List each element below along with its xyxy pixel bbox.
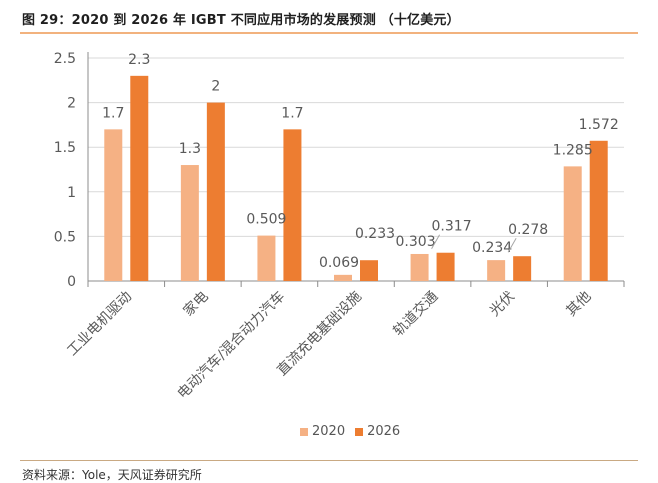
data-label-2026: 0.317	[432, 219, 472, 235]
y-tick-label: 0	[67, 274, 76, 290]
data-label-2026: 1.572	[579, 117, 619, 133]
figure-title: 图 29：2020 到 2026 年 IGBT 不同应用市场的发展预测 （十亿美…	[22, 13, 460, 28]
bar-2020	[257, 235, 276, 281]
data-label-2020: 0.509	[246, 212, 286, 228]
bar-2020	[180, 165, 199, 281]
x-tick-label: 光伏	[487, 289, 518, 320]
data-label-2026: 2.3	[128, 52, 150, 68]
label-leader-line	[507, 237, 517, 253]
data-label-2020: 1.7	[102, 105, 124, 121]
data-label-2020: 1.285	[553, 142, 593, 158]
x-tick-label: 工业电机驱动	[64, 289, 135, 360]
bar-2020	[487, 260, 506, 281]
y-tick-label: 2	[67, 96, 76, 112]
bar-2026	[283, 129, 302, 281]
x-tick-label: 轨道交通	[390, 288, 442, 340]
y-tick-label: 1	[67, 185, 76, 201]
data-label-2026: 2	[211, 79, 220, 95]
bar-2026	[513, 256, 532, 281]
label-leader-line	[431, 234, 441, 249]
y-tick-label: 1.5	[54, 140, 76, 156]
data-label-2020: 0.234	[472, 240, 512, 256]
data-label-2020: 1.3	[179, 141, 201, 157]
data-label-2020: 0.069	[319, 255, 359, 271]
chart-legend: 2020 2026	[300, 424, 410, 439]
bar-2020	[104, 129, 123, 281]
legend-label-2020: 2020	[312, 424, 346, 439]
bar-2020	[334, 274, 352, 281]
x-tick-label: 其他	[563, 289, 594, 320]
data-label-2026: 0.278	[508, 222, 548, 238]
bar-2026	[206, 102, 225, 281]
bar-2020	[410, 253, 429, 281]
bar-2026	[130, 75, 149, 281]
bar-2020	[563, 166, 582, 281]
legend-swatch-2026	[355, 427, 364, 436]
bar-2026	[589, 140, 608, 281]
data-label-2026: 1.7	[281, 105, 303, 121]
data-label-2020: 0.303	[396, 234, 436, 250]
legend-item-2020: 2020	[300, 424, 345, 439]
y-tick-label: 0.5	[54, 229, 76, 245]
data-label-2026: 0.233	[355, 226, 395, 242]
title-divider	[20, 32, 638, 34]
legend-swatch-2020	[300, 427, 308, 436]
source-note: 资料来源：Yole，天风证券研究所	[22, 468, 202, 482]
bar-2026	[436, 252, 455, 281]
x-tick-label: 家电	[180, 288, 212, 320]
y-tick-label: 2.5	[54, 51, 76, 67]
x-tick-label: 直流充电基础设施	[274, 288, 365, 379]
legend-item-2026: 2026	[355, 424, 400, 439]
legend-label-2026: 2026	[367, 424, 401, 439]
bar-2026	[360, 260, 378, 281]
footer-divider	[20, 460, 638, 461]
